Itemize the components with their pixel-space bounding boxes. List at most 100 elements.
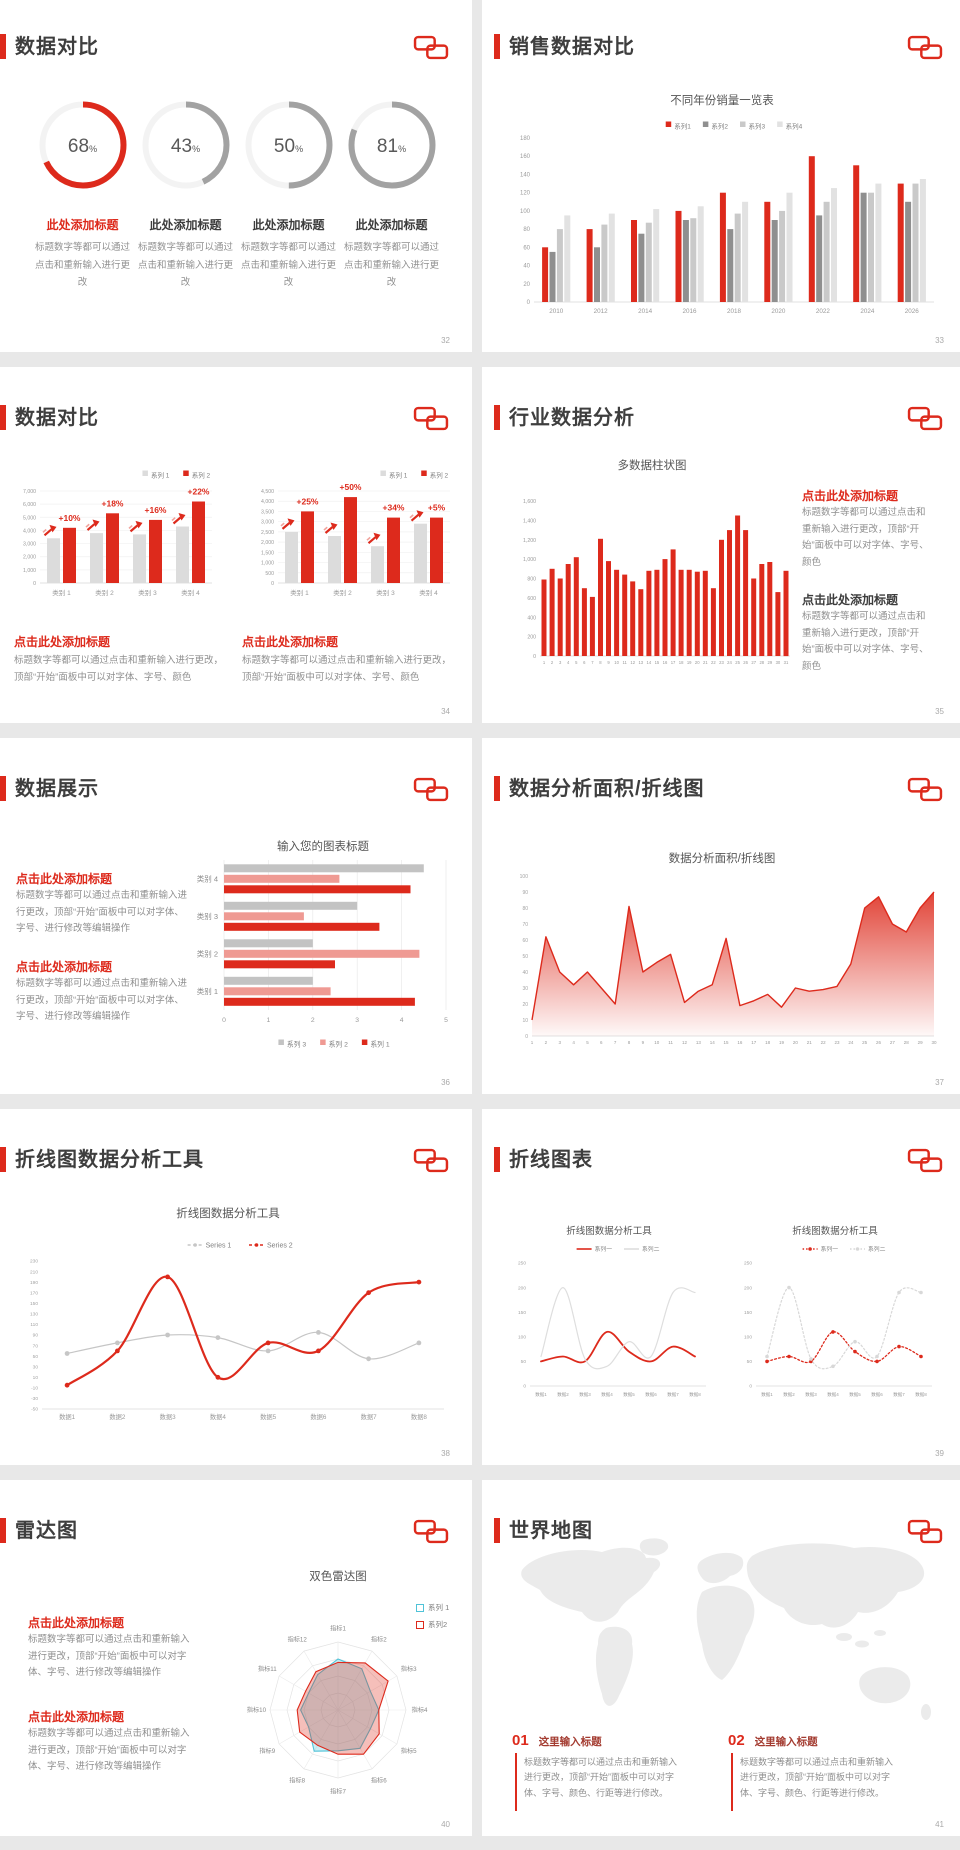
svg-text:13: 13 — [696, 1040, 702, 1045]
slide-40[interactable]: 雷达图 点击此处添加标题 标题数字等都可以通过点击和重新输入进行更改，顶部“开始… — [0, 1480, 472, 1836]
svg-text:2: 2 — [545, 1040, 548, 1045]
svg-text:80: 80 — [522, 906, 528, 912]
svg-text:+34%: +34% — [383, 503, 405, 513]
svg-text:类别 2: 类别 2 — [333, 588, 352, 597]
svg-text:8: 8 — [599, 660, 602, 665]
slide-32[interactable]: 数据对比 68% 此处添加标题 标题数字等都可以通过点击和重新输入进行更改 43… — [0, 0, 472, 352]
svg-text:1,000: 1,000 — [23, 568, 36, 574]
slide-36[interactable]: 数据展示 点击此处添加标题 标题数字等都可以通过点击和重新输入进行更改，顶部“开… — [0, 738, 472, 1094]
svg-text:250: 250 — [518, 1261, 526, 1267]
svg-text:24: 24 — [848, 1040, 854, 1045]
svg-text:数据2: 数据2 — [109, 1412, 126, 1421]
svg-text:数据6: 数据6 — [871, 1391, 883, 1398]
svg-text:6: 6 — [583, 660, 586, 665]
svg-text:2: 2 — [311, 1017, 315, 1024]
svg-text:12: 12 — [630, 660, 635, 665]
svg-text:0: 0 — [33, 581, 36, 587]
legend-swatch — [416, 1603, 424, 1612]
page-number: 35 — [935, 707, 944, 716]
svg-text:系列3: 系列3 — [749, 121, 766, 130]
svg-text:3: 3 — [559, 660, 562, 665]
horizontal-bar-chart: 0 1 2 3 4 5 类别 4 类别 3 类别 2 类别 1 系列 3 系列 2 系列 1 — [197, 860, 448, 1048]
svg-text:0: 0 — [533, 654, 536, 660]
svg-text:14: 14 — [710, 1040, 716, 1045]
page-number: 38 — [441, 1449, 450, 1458]
donut-chart — [348, 101, 435, 189]
svg-text:25: 25 — [862, 1040, 868, 1045]
chart-title: 输入您的图表标题 — [277, 841, 369, 853]
svg-text:3,000: 3,000 — [261, 520, 274, 526]
brand-knot-logo-icon — [412, 1518, 450, 1545]
title-accent-bar — [0, 1147, 6, 1172]
brand-knot-logo-icon — [412, 405, 450, 432]
block-heading: 点击此处添加标题 — [16, 960, 113, 974]
svg-text:25: 25 — [735, 660, 740, 665]
item-body: 标题数字等都可以通过点击和重新输入进行更改 — [343, 242, 439, 289]
block-heading: 点击此处添加标题 — [28, 1616, 125, 1630]
svg-text:7: 7 — [614, 1040, 617, 1045]
svg-text:+50%: +50% — [340, 482, 362, 492]
svg-text:11: 11 — [668, 1040, 673, 1045]
donut-gauge-item: 81% 此处添加标题 标题数字等都可以通过点击和重新输入进行更改 — [340, 98, 443, 292]
chart-title: 折线图数据分析工具 — [176, 1208, 280, 1220]
svg-text:指标5: 指标5 — [401, 1747, 417, 1755]
block-heading: 点击此处添加标题 — [802, 489, 899, 503]
svg-text:系列一: 系列一 — [595, 1245, 613, 1253]
page-number: 32 — [441, 336, 450, 345]
svg-text:-10: -10 — [31, 1386, 38, 1392]
mini-line-chart-right: 0 50 100 150 200 250 数据1 数据2 数据3 数据4 数据5 数据6 数据7 数据8 系… — [744, 1245, 932, 1398]
title-accent-bar — [0, 405, 6, 430]
slide-38[interactable]: 折线图数据分析工具 折线图数据分析工具 -50 -30 -10 10 30 50 70 90 1… — [0, 1109, 472, 1465]
slide-title: 数据分析面积/折线图 — [509, 778, 705, 800]
svg-text:类别 4: 类别 4 — [419, 588, 438, 597]
svg-text:30: 30 — [522, 986, 528, 992]
svg-text:数据7: 数据7 — [667, 1391, 679, 1398]
brand-knot-logo-icon — [906, 776, 944, 803]
svg-text:150: 150 — [30, 1301, 38, 1307]
svg-text:0: 0 — [271, 581, 274, 587]
slide-39[interactable]: 折线图表 折线图数据分析工具 折线图数据分析工具 0 50 100 150 200 250… — [482, 1109, 960, 1465]
slide-33[interactable]: 销售数据对比 不同年份销量一览表 0 20 40 60 80 100 120 140 160 18… — [482, 0, 960, 352]
svg-text:系列 2: 系列 2 — [192, 470, 211, 479]
slide-34[interactable]: 数据对比 0 1,000 2,000 3,000 4,000 5,000 6,000 7,00… — [0, 367, 472, 723]
title-accent-bar — [494, 405, 500, 430]
svg-text:数据5: 数据5 — [849, 1391, 861, 1398]
item-body: 标题数字等都可以通过点击和重新输入进行更改 — [34, 242, 130, 289]
slide-41[interactable]: 世界地图 01 这里输入标题 标题数字等都可以通过点击和重新输入进行更改，顶部“开… — [482, 1480, 960, 1836]
svg-text:1: 1 — [543, 660, 546, 665]
svg-text:数据4: 数据4 — [210, 1412, 227, 1421]
svg-text:22: 22 — [711, 660, 716, 665]
svg-text:3,000: 3,000 — [23, 542, 36, 548]
svg-text:数据2: 数据2 — [783, 1391, 795, 1398]
svg-text:数据3: 数据3 — [160, 1412, 177, 1421]
svg-text:0: 0 — [523, 1384, 526, 1390]
svg-text:28: 28 — [759, 660, 764, 665]
svg-text:数据4: 数据4 — [827, 1391, 839, 1398]
block-heading: 点击此处添加标题 — [16, 872, 113, 886]
svg-text:9: 9 — [607, 660, 610, 665]
slide-title: 世界地图 — [509, 1520, 593, 1542]
block-number: 01 — [512, 1732, 529, 1749]
donut-gauge-item: 43% 此处添加标题 标题数字等都可以通过点击和重新输入进行更改 — [134, 98, 237, 292]
svg-text:系列二: 系列二 — [642, 1245, 660, 1253]
svg-text:数据2: 数据2 — [557, 1391, 569, 1398]
svg-text:数据4: 数据4 — [601, 1391, 613, 1398]
svg-text:指标7: 指标7 — [330, 1788, 346, 1796]
svg-text:-50: -50 — [31, 1407, 38, 1413]
svg-text:数据6: 数据6 — [310, 1412, 327, 1421]
svg-text:1,000: 1,000 — [261, 561, 274, 567]
compare-bar-chart-right: 0 500 1,000 1,500 2,000 2,500 3,000 3,500 4,000 4… — [261, 470, 450, 597]
slide-37[interactable]: 数据分析面积/折线图 数据分析面积/折线图 0 10 20 30 40 50 60 70 80 9… — [482, 738, 960, 1094]
chart-title: 不同年份销量一览表 — [670, 95, 774, 107]
chart-title: 数据分析面积/折线图 — [668, 853, 776, 865]
svg-text:100: 100 — [520, 874, 529, 880]
svg-text:12: 12 — [682, 1040, 688, 1045]
legend-label: 系列2 — [428, 1620, 448, 1629]
svg-text:类别 1: 类别 1 — [197, 986, 218, 996]
slide-35[interactable]: 行业数据分析 多数据柱状图 0 200 400 600 800 1,000 1,200 1,4… — [482, 367, 960, 723]
donut-value: 50% — [273, 136, 304, 157]
svg-text:指标6: 指标6 — [371, 1777, 387, 1785]
svg-text:1,500: 1,500 — [261, 550, 274, 556]
svg-text:+22%: +22% — [188, 487, 210, 497]
